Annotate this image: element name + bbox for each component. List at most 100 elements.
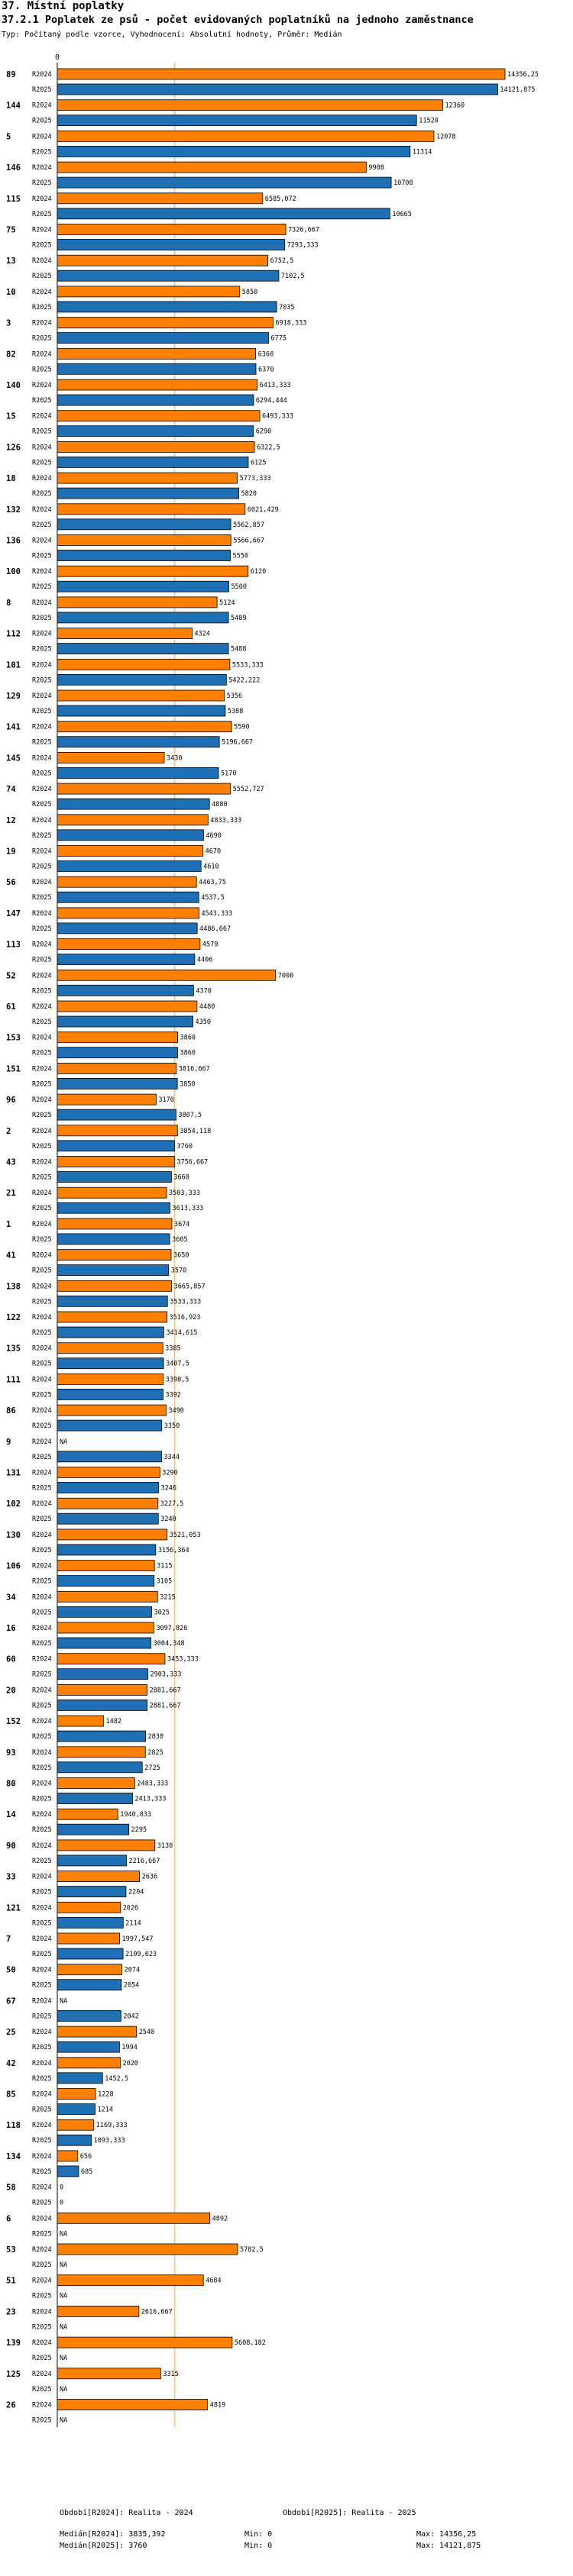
series-label: R2024 bbox=[32, 350, 52, 358]
series-label: R2025 bbox=[32, 148, 52, 156]
data-label-r2025: 7293,333 bbox=[287, 242, 319, 250]
data-label-r2025: 5500 bbox=[231, 583, 247, 591]
data-label-r2025: 5550 bbox=[233, 553, 248, 560]
data-label-r2024: 2636 bbox=[142, 1874, 157, 1881]
bar-r2025 bbox=[57, 1202, 170, 1214]
series-label: R2025 bbox=[32, 1112, 52, 1119]
group-id-label: 50 bbox=[6, 1966, 16, 1975]
data-label-r2025: 685 bbox=[81, 2168, 92, 2176]
bar-r2025 bbox=[57, 1823, 130, 1835]
data-label-r2024: 5608,182 bbox=[235, 2339, 266, 2347]
data-label-r2025: 10708 bbox=[393, 179, 413, 187]
series-label: R2024 bbox=[32, 1252, 52, 1260]
series-label: R2024 bbox=[32, 568, 52, 576]
series-label: R2024 bbox=[32, 1438, 52, 1446]
series-label: R2024 bbox=[32, 320, 52, 328]
bar-r2025 bbox=[57, 798, 210, 810]
group-id-label: 85 bbox=[6, 2090, 16, 2100]
series-label: R2024 bbox=[32, 1190, 52, 1197]
series-label: R2024 bbox=[32, 599, 52, 607]
group-id-label: 131 bbox=[6, 1469, 21, 1478]
data-label-r2024: 12360 bbox=[445, 102, 465, 110]
data-label-r2024: 6752,5 bbox=[270, 257, 294, 265]
bar-r2024 bbox=[57, 2368, 161, 2380]
data-label-r2025: 5489 bbox=[231, 615, 246, 622]
data-label-r2025: 3025 bbox=[154, 1609, 169, 1616]
data-label-r2025: 3392 bbox=[165, 1391, 180, 1399]
series-label: R2025 bbox=[32, 366, 52, 373]
data-label-r2024: 4324 bbox=[194, 631, 209, 638]
series-label: R2025 bbox=[32, 1050, 52, 1057]
bar-r2024 bbox=[57, 596, 218, 608]
series-label: R2025 bbox=[32, 1826, 52, 1834]
series-label: R2024 bbox=[32, 2060, 52, 2068]
bar-r2024 bbox=[57, 161, 367, 173]
group-id-label: 125 bbox=[6, 2370, 21, 2379]
series-label: R2024 bbox=[32, 2122, 52, 2129]
data-label-r2024: 3516,923 bbox=[170, 1314, 201, 1322]
bar-r2024 bbox=[57, 1093, 157, 1106]
data-label-r2025: 6370 bbox=[258, 366, 274, 373]
series-label: R2025 bbox=[32, 335, 52, 343]
bar-r2024 bbox=[57, 1808, 118, 1820]
series-label: R2024 bbox=[32, 1935, 52, 1943]
series-label: R2024 bbox=[32, 1718, 52, 1725]
data-label-r2025: 1452,5 bbox=[105, 2075, 128, 2083]
bar-r2024 bbox=[57, 907, 199, 919]
bar-r2025 bbox=[57, 2041, 120, 2053]
series-label: R2025 bbox=[32, 2261, 52, 2269]
bar-r2024 bbox=[57, 1374, 164, 1385]
group-id-label: 18 bbox=[6, 474, 16, 483]
series-label: R2025 bbox=[32, 428, 52, 436]
data-label-r2024: 2881,667 bbox=[150, 1687, 181, 1694]
bar-r2024 bbox=[57, 2336, 233, 2348]
bar-r2024 bbox=[57, 628, 193, 639]
bar-r2025 bbox=[57, 2009, 121, 2022]
footer-max-2024: Max: 14356,25 bbox=[416, 2530, 477, 2539]
series-label: R2025 bbox=[32, 553, 52, 560]
group-id-label: 34 bbox=[6, 1593, 16, 1602]
group-id-label: 93 bbox=[6, 1748, 16, 1758]
data-label-r2024: 5566,667 bbox=[233, 537, 264, 545]
group-id-label: 146 bbox=[6, 163, 21, 173]
bar-r2025 bbox=[57, 705, 226, 717]
bar-r2025 bbox=[57, 1171, 172, 1183]
group-id-label: 10 bbox=[6, 288, 16, 297]
series-label: R2024 bbox=[32, 1283, 52, 1290]
series-label: R2024 bbox=[32, 2371, 52, 2378]
group-id-label: 2 bbox=[6, 1127, 11, 1136]
series-label: R2024 bbox=[32, 631, 52, 638]
data-label-r2024: 3215 bbox=[160, 1593, 175, 1601]
bar-r2025 bbox=[57, 736, 220, 748]
series-label: R2024 bbox=[32, 879, 52, 886]
series-label: R2025 bbox=[32, 1671, 52, 1679]
series-label: R2024 bbox=[32, 71, 52, 79]
bar-r2025 bbox=[57, 2103, 96, 2115]
series-label: R2024 bbox=[32, 537, 52, 545]
group-id-label: 129 bbox=[6, 692, 21, 701]
data-label-r2024: 3097,826 bbox=[156, 1625, 187, 1632]
group-id-label: 139 bbox=[6, 2339, 21, 2348]
group-id-label: 12 bbox=[6, 816, 16, 825]
bar-r2024 bbox=[57, 192, 264, 205]
group-id-label: 75 bbox=[6, 226, 16, 235]
series-label: R2024 bbox=[32, 1656, 52, 1664]
bar-r2025 bbox=[57, 922, 198, 935]
bar-r2024 bbox=[57, 1404, 167, 1416]
series-label: R2024 bbox=[32, 724, 52, 731]
series-label: R2024 bbox=[32, 257, 52, 265]
data-label-r2024: 1169,333 bbox=[96, 2122, 128, 2129]
group-id-label: 138 bbox=[6, 1282, 21, 1291]
data-label-r2025: 4486,667 bbox=[199, 925, 231, 933]
bar-r2025 bbox=[57, 1668, 148, 1680]
data-label-r2025: 10665 bbox=[392, 211, 412, 218]
data-label-r2024: 3115 bbox=[157, 1563, 172, 1570]
data-label-r2024: 6021,429 bbox=[248, 506, 279, 514]
series-label: R2025 bbox=[32, 2355, 52, 2362]
bar-r2025 bbox=[57, 1575, 155, 1587]
bar-r2024 bbox=[57, 130, 435, 142]
series-label: R2025 bbox=[32, 2230, 52, 2238]
group-id-label: 7 bbox=[6, 1935, 11, 1944]
bar-r2025 bbox=[57, 1761, 143, 1774]
data-label-r2024: 1940,833 bbox=[120, 1811, 151, 1819]
